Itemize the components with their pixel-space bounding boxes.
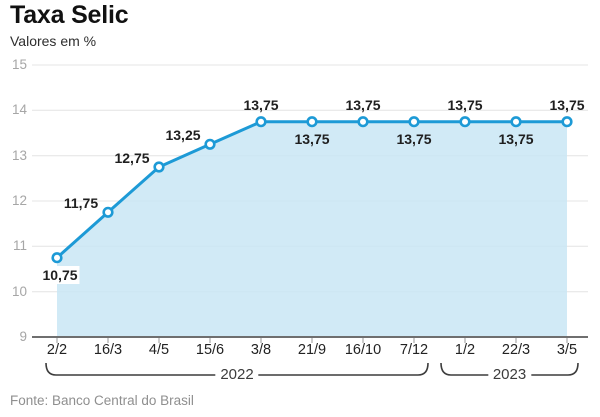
chart-title: Taxa Selic bbox=[10, 1, 129, 29]
data-point-markers bbox=[51, 116, 573, 264]
x-axis-ticks bbox=[56, 338, 568, 343]
area-fill bbox=[57, 121, 567, 337]
source-note: Fonte: Banco Central do Brasil bbox=[10, 393, 194, 408]
chart-subtitle: Valores em % bbox=[10, 33, 97, 49]
year-brackets bbox=[45, 362, 579, 376]
